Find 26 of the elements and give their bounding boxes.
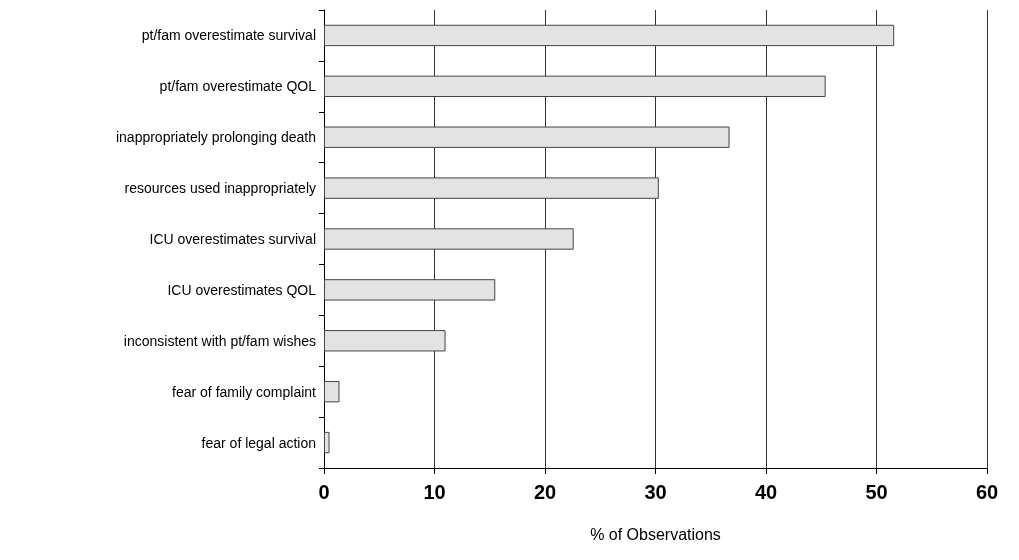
bar xyxy=(324,330,446,352)
x-tick-label: 0 xyxy=(318,481,330,503)
y-tick-label: fear of legal action xyxy=(201,434,316,451)
x-tick-label: 50 xyxy=(865,481,888,503)
bar xyxy=(324,279,496,301)
bar xyxy=(324,431,330,454)
y-tick-label: pt/fam overestimate QOL xyxy=(159,78,317,95)
y-tick-label: ICU overestimates survival xyxy=(149,231,316,247)
y-tick-label: pt/fam overestimate survival xyxy=(141,27,316,44)
x-tick-label: 20 xyxy=(533,481,557,503)
x-tick-label: 10 xyxy=(423,481,446,503)
bar xyxy=(324,228,574,250)
bar xyxy=(324,380,340,403)
x-axis-title: % of Observations xyxy=(590,525,721,543)
y-tick-label: inappropriately prolonging death xyxy=(115,129,316,146)
y-tick-label: inconsistent with pt/fam wishes xyxy=(123,332,316,349)
y-tick-label: fear of family complaint xyxy=(172,383,317,400)
bar xyxy=(324,75,826,98)
x-tick-label: 30 xyxy=(644,481,667,503)
x-tick-label: 60 xyxy=(975,481,999,503)
bar xyxy=(324,177,659,199)
bar xyxy=(324,126,730,148)
y-tick-label: resources used inappropriately xyxy=(124,180,316,197)
x-tick-label: 40 xyxy=(754,481,778,503)
bar xyxy=(324,24,895,47)
y-tick-label: ICU overestimates QOL xyxy=(167,281,317,298)
